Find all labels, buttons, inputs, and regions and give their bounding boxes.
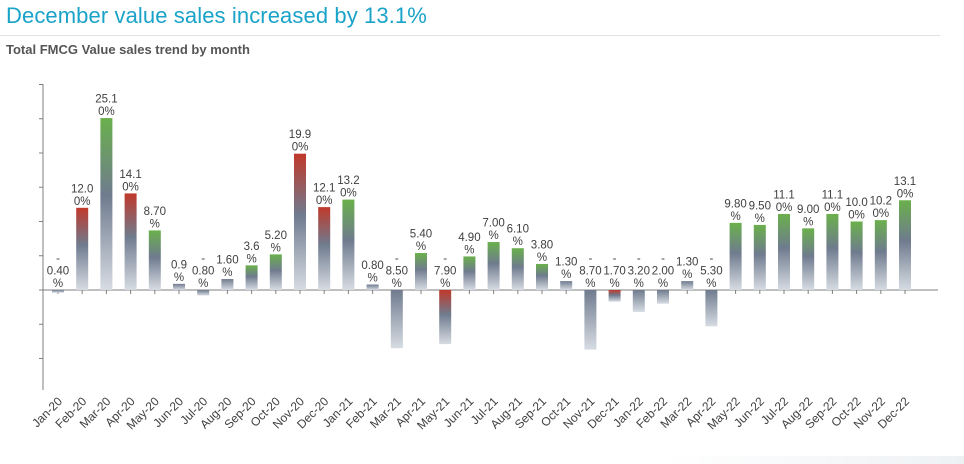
data-label-dec-20: 12.1 0% <box>313 183 335 208</box>
bar-dec-22 <box>899 200 911 290</box>
bar-nov-22 <box>874 220 887 290</box>
bar-apr-21 <box>415 253 427 290</box>
bar-jan-21 <box>342 199 355 290</box>
headline-divider <box>0 35 940 36</box>
bar-may-21 <box>439 290 452 345</box>
data-label-apr-22: -5.30% <box>700 253 722 290</box>
bar-sep-21 <box>536 263 548 290</box>
data-label-jun-22: 9.50% <box>749 200 771 225</box>
data-label-may-20: 8.70% <box>144 206 166 231</box>
bar-may-20 <box>148 230 161 290</box>
bar-aug-21 <box>511 248 524 290</box>
data-label-oct-20: 5.20% <box>265 230 287 255</box>
data-label-oct-21: 1.30% <box>555 257 577 282</box>
bar-feb-20 <box>76 207 89 290</box>
data-label-jun-20: 0.9% <box>171 259 187 284</box>
data-label-dec-22: 13.1 0% <box>894 176 916 201</box>
data-label-apr-20: 14.1 0% <box>119 169 141 194</box>
data-label-aug-20: 1.60% <box>216 255 238 280</box>
bar-jan-20 <box>52 290 64 293</box>
data-label-jan-21: 13.2 0% <box>337 175 359 200</box>
data-label-sep-20: 3.6% <box>244 241 260 266</box>
bar-sep-22 <box>826 213 839 290</box>
data-label-feb-21: 0.80% <box>361 260 383 285</box>
data-label-sep-22: 11.1 0% <box>822 189 844 214</box>
chart-subtitle: Total FMCG Value sales trend by month <box>6 42 250 57</box>
bar-dec-20 <box>318 207 331 290</box>
data-label-dec-21: -1.70% <box>603 253 625 290</box>
bar-jun-21 <box>463 256 476 290</box>
data-label-jul-20: -0.80% <box>192 253 214 290</box>
data-label-jul-21: 7.00% <box>482 218 504 243</box>
data-label-nov-22: 10.2 0% <box>870 196 892 221</box>
bar-apr-20 <box>124 193 137 290</box>
data-label-jun-21: 4.90% <box>458 232 480 257</box>
data-label-feb-20: 12.0 0% <box>71 183 93 208</box>
bar-jul-20 <box>197 290 210 296</box>
data-label-sep-21: 3.80% <box>531 239 553 264</box>
data-label-aug-22: 9.00% <box>797 204 819 229</box>
data-label-may-21: -7.90% <box>434 253 456 290</box>
data-label-mar-21: -8.50% <box>386 253 408 290</box>
bar-oct-20 <box>269 254 282 290</box>
bar-feb-22 <box>657 290 669 304</box>
bar-jun-22 <box>753 224 766 290</box>
headline: December value sales increased by 13.1% <box>6 3 427 28</box>
data-label-aug-21: 6.10% <box>507 224 529 249</box>
bottom-fade <box>664 456 964 464</box>
bar-jul-22 <box>778 213 790 290</box>
bar-dec-21 <box>608 290 621 302</box>
bar-mar-21 <box>390 290 403 349</box>
bar-oct-21 <box>560 281 573 290</box>
data-label-jan-20: -0.40% <box>47 253 69 290</box>
data-label-apr-21: 5.40% <box>410 229 432 254</box>
data-label-feb-22: -2.00% <box>652 253 674 290</box>
bar-jul-21 <box>487 242 500 290</box>
bar-nov-21 <box>584 290 597 350</box>
bar-jan-22 <box>632 290 645 312</box>
bar-aug-20 <box>221 279 234 290</box>
bar-jun-20 <box>173 283 185 290</box>
data-label-may-22: 9.80% <box>724 198 746 223</box>
data-label-jul-22: 11.1 0% <box>773 189 795 214</box>
data-label-nov-21: -8.70% <box>579 253 601 290</box>
bar-mar-22 <box>681 281 694 290</box>
bar-mar-20 <box>100 118 113 290</box>
bar-nov-20 <box>294 153 306 290</box>
bar-oct-22 <box>850 221 863 290</box>
data-label-mar-20: 25.1 0% <box>95 94 117 119</box>
data-label-oct-22: 10.0 0% <box>845 197 867 222</box>
bar-sep-20 <box>245 265 258 290</box>
bar-feb-21 <box>366 284 379 290</box>
bar-may-22 <box>729 222 742 290</box>
bar-aug-22 <box>802 228 815 290</box>
data-label-jan-22: -3.20% <box>628 253 650 290</box>
bar-apr-22 <box>705 290 718 327</box>
data-label-mar-22: 1.30% <box>676 257 698 282</box>
data-label-nov-20: 19.9 0% <box>289 129 311 154</box>
